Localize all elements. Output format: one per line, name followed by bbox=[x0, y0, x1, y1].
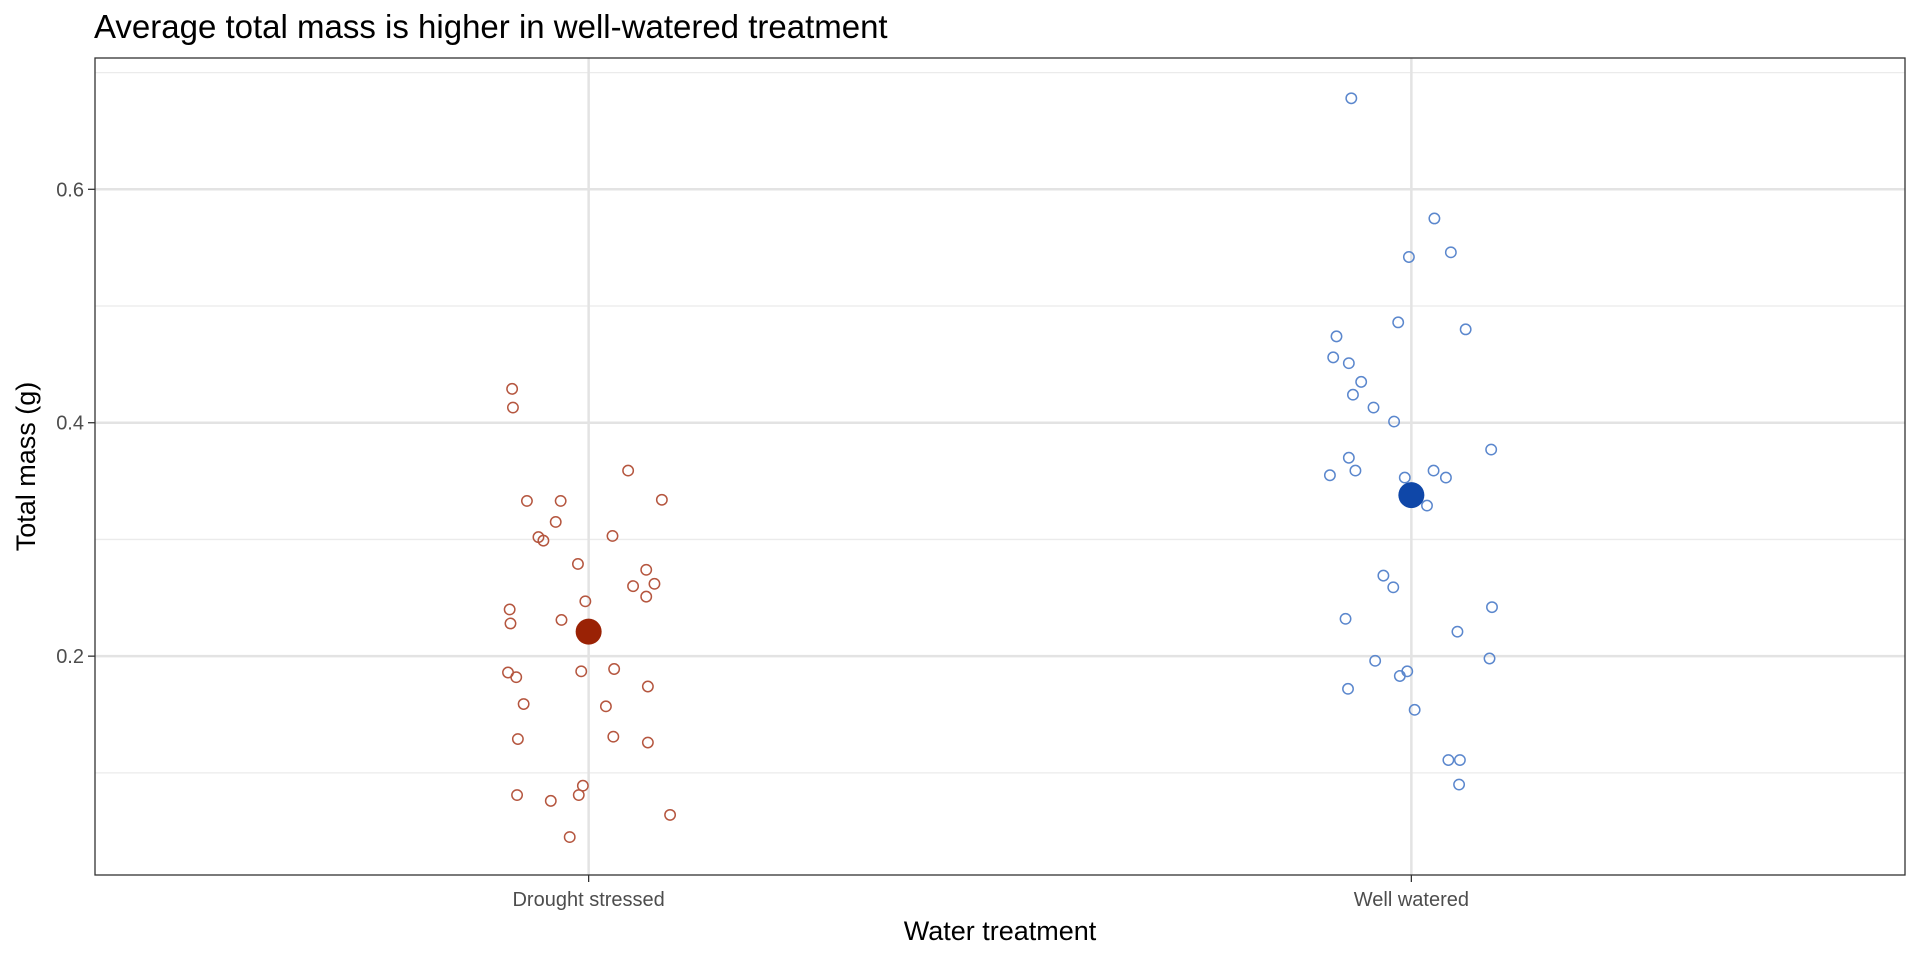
data-point-drought-stressed bbox=[504, 617, 517, 630]
data-point-drought-stressed bbox=[572, 789, 585, 802]
data-point-drought-stressed bbox=[517, 698, 530, 710]
data-point-drought-stressed bbox=[622, 464, 635, 477]
data-point-well-watered bbox=[1339, 612, 1352, 625]
data-point-drought-stressed bbox=[640, 590, 653, 603]
data-point-drought-stressed bbox=[607, 730, 620, 743]
data-point-well-watered bbox=[1347, 388, 1359, 401]
data-point-well-watered bbox=[1377, 569, 1390, 582]
data-point-well-watered bbox=[1330, 330, 1343, 343]
data-point-well-watered bbox=[1427, 464, 1440, 477]
data-point-well-watered bbox=[1323, 469, 1336, 482]
data-point-well-watered bbox=[1369, 654, 1382, 667]
y-axis-title: Total mass (g) bbox=[11, 382, 41, 552]
data-point-well-watered bbox=[1367, 401, 1380, 414]
data-point-well-watered bbox=[1349, 464, 1362, 477]
grid-layer bbox=[95, 58, 1905, 875]
data-point-drought-stressed bbox=[571, 558, 584, 570]
x-tick-label: Well watered bbox=[1354, 889, 1469, 911]
data-point-well-watered bbox=[1451, 625, 1464, 638]
data-point-drought-stressed bbox=[506, 401, 519, 414]
y-tick-label: 0.6 bbox=[56, 179, 84, 201]
data-point-drought-stressed bbox=[655, 493, 668, 506]
data-point-drought-stressed bbox=[599, 700, 612, 713]
data-point-drought-stressed bbox=[608, 663, 621, 675]
data-point-well-watered bbox=[1388, 415, 1401, 428]
data-point-well-watered bbox=[1402, 251, 1415, 263]
data-point-well-watered bbox=[1421, 499, 1433, 512]
data-point-well-watered bbox=[1428, 212, 1441, 225]
data-point-drought-stressed bbox=[664, 808, 677, 821]
data-point-well-watered bbox=[1342, 682, 1354, 695]
data-point-well-watered bbox=[1483, 652, 1496, 665]
data-point-drought-stressed bbox=[575, 665, 588, 678]
data-point-drought-stressed bbox=[606, 529, 619, 542]
mean-point-well-watered bbox=[1398, 482, 1425, 509]
data-point-well-watered bbox=[1453, 778, 1466, 791]
y-tick-label: 0.2 bbox=[56, 646, 84, 668]
data-point-well-watered bbox=[1408, 703, 1421, 716]
data-point-well-watered bbox=[1342, 357, 1355, 370]
data-point-well-watered bbox=[1393, 670, 1406, 682]
data-point-well-watered bbox=[1439, 471, 1452, 484]
data-point-well-watered bbox=[1442, 754, 1455, 766]
y-tick-label: 0.4 bbox=[56, 413, 84, 435]
data-point-drought-stressed bbox=[627, 580, 640, 593]
axes-layer: 0.2 0.4 0.6 Drought stressed Well watered bbox=[56, 179, 1469, 911]
data-point-well-watered bbox=[1444, 246, 1457, 259]
data-point-drought-stressed bbox=[537, 534, 550, 547]
data-point-drought-stressed bbox=[511, 789, 524, 802]
chart-title: Average total mass is higher in well-wat… bbox=[94, 8, 888, 45]
data-point-drought-stressed bbox=[555, 614, 568, 626]
data-point-drought-stressed bbox=[506, 382, 519, 395]
data-point-well-watered bbox=[1342, 451, 1355, 464]
data-point-well-watered bbox=[1355, 375, 1368, 388]
data-point-drought-stressed bbox=[520, 494, 533, 507]
data-point-drought-stressed bbox=[563, 831, 576, 844]
x-tick-label: Drought stressed bbox=[512, 889, 664, 911]
data-point-drought-stressed bbox=[640, 563, 653, 576]
data-point-well-watered bbox=[1486, 601, 1498, 614]
data-point-well-watered bbox=[1453, 754, 1466, 766]
mean-point-drought-stressed bbox=[575, 618, 602, 645]
points-layer bbox=[502, 92, 1498, 844]
data-point-drought-stressed bbox=[503, 603, 516, 616]
data-point-drought-stressed bbox=[511, 733, 524, 745]
data-point-drought-stressed bbox=[510, 671, 523, 684]
data-point-well-watered bbox=[1485, 443, 1498, 456]
data-point-drought-stressed bbox=[549, 515, 562, 528]
data-point-well-watered bbox=[1327, 351, 1340, 364]
data-point-drought-stressed bbox=[554, 494, 567, 507]
data-point-well-watered bbox=[1398, 471, 1411, 484]
data-point-well-watered bbox=[1392, 316, 1405, 329]
data-point-well-watered bbox=[1387, 581, 1400, 594]
data-point-well-watered bbox=[1459, 323, 1472, 336]
plot-frame bbox=[94, 57, 1906, 876]
data-point-well-watered bbox=[1345, 92, 1358, 105]
x-axis-title: Water treatment bbox=[904, 916, 1097, 946]
data-point-drought-stressed bbox=[641, 736, 654, 749]
data-point-drought-stressed bbox=[648, 577, 661, 590]
data-point-drought-stressed bbox=[579, 595, 592, 608]
data-point-drought-stressed bbox=[544, 794, 557, 807]
data-point-drought-stressed bbox=[641, 680, 654, 693]
